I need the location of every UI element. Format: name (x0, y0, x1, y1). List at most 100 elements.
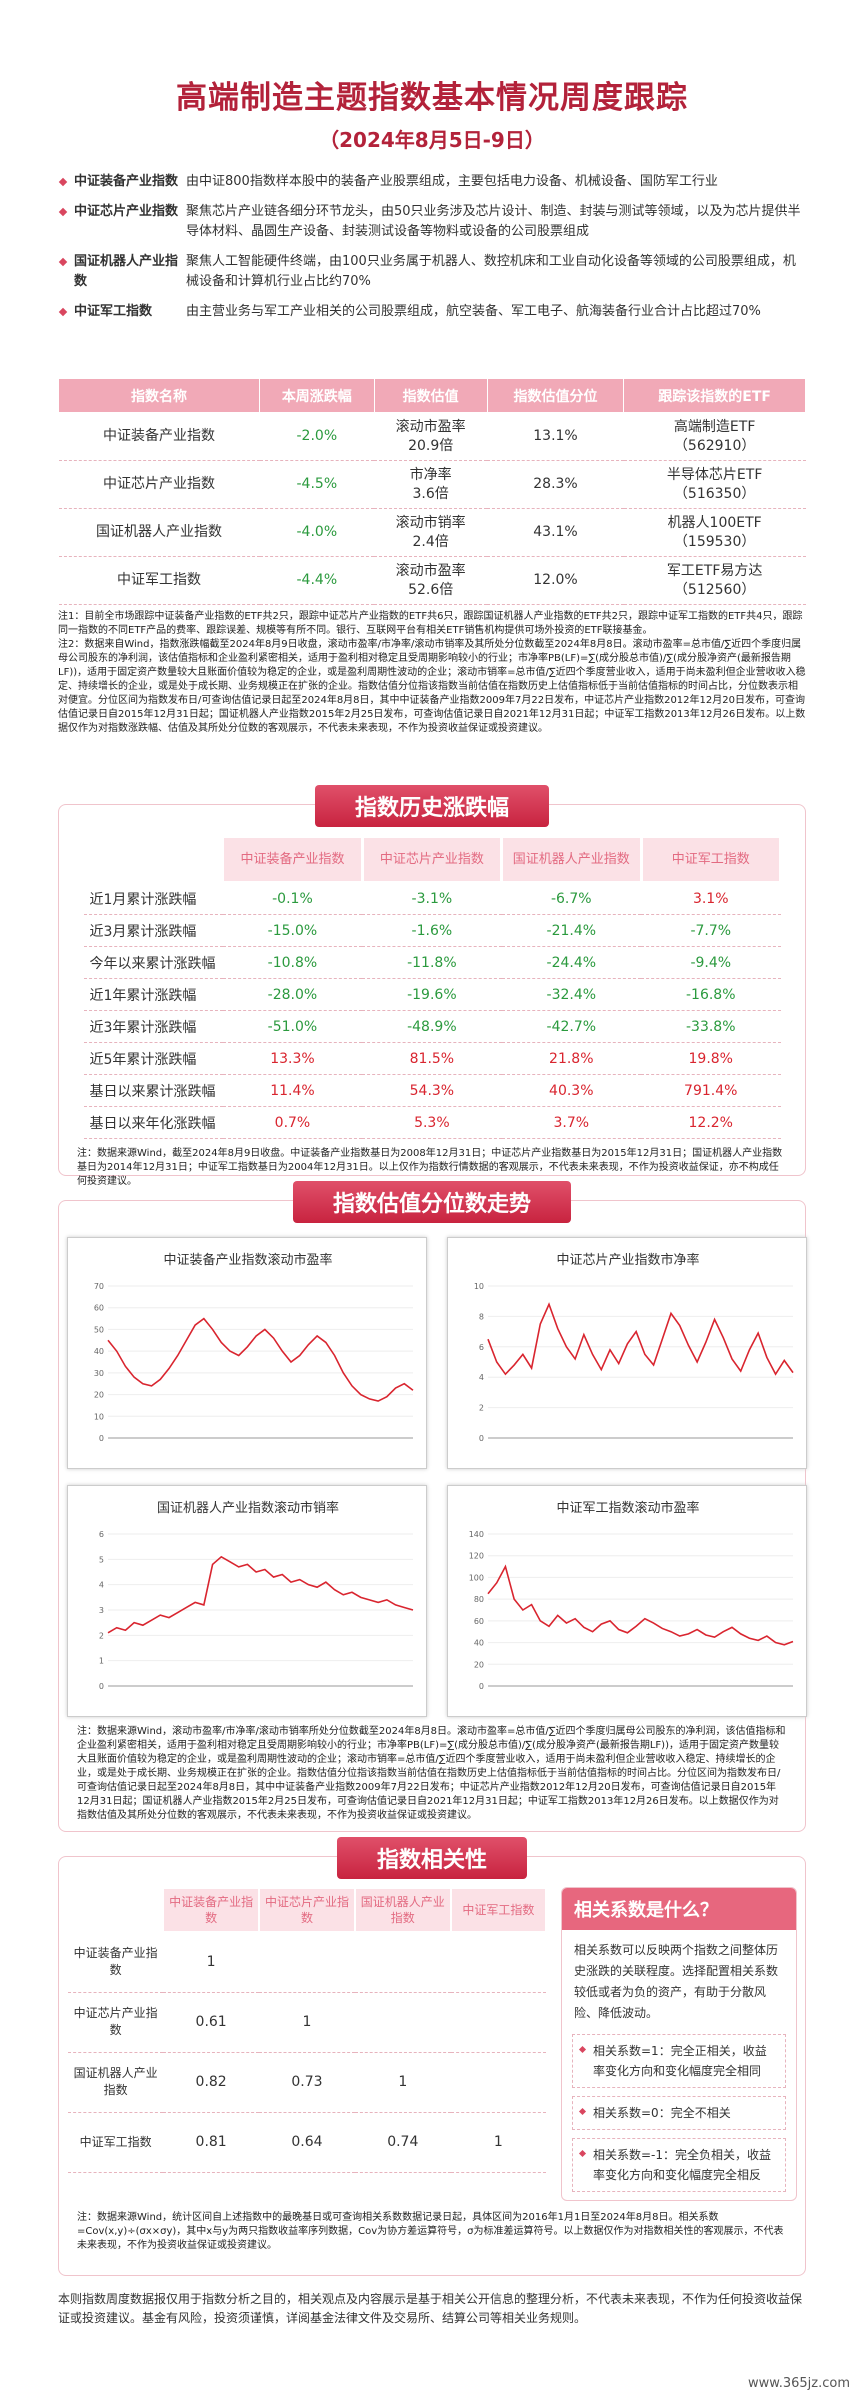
column-header: 国证机器人产业指数 (353, 1887, 452, 1933)
y-tick-label: 0 (479, 1682, 484, 1691)
table-cell: 13.3% (222, 1042, 363, 1075)
column-header: 中证芯片产业指数 (360, 835, 504, 884)
section-title: 指数历史涨跌幅 (314, 785, 550, 827)
row-label: 基日以来年化涨跌幅 (83, 1106, 223, 1139)
y-tick-label: 120 (469, 1552, 484, 1561)
table-cell: 3.7% (501, 1106, 641, 1139)
empty-cell (450, 1992, 546, 2053)
table-cell: 791.4% (641, 1074, 781, 1107)
y-tick-label: 40 (474, 1639, 484, 1648)
index-desc: 由主营业务与军工产业相关的公司股票组成，航空装备、军工电子、航海装备行业合计占比… (186, 304, 761, 319)
explainer-point: 相关系数=1：完全正相关，收益率变化方向和变化幅度完全相同 (572, 2034, 786, 2088)
corner-cell (81, 835, 225, 884)
header-row: 指数名称 本周涨跌幅 指数估值 指数估值分位 跟踪该指数的ETF (58, 378, 806, 413)
table-cell: 0.61 (163, 1992, 260, 2053)
table-row: 近3年累计涨跌幅 -51.0% -48.9% -42.7% -33.8% (83, 1010, 781, 1043)
table-cell: 0.7% (222, 1106, 363, 1139)
index-name: 中证芯片产业指数 (58, 202, 186, 242)
empty-cell (450, 2052, 546, 2113)
table-cell: -1.6% (362, 914, 502, 947)
table-cell: 54.3% (362, 1074, 502, 1107)
y-tick-label: 20 (474, 1660, 484, 1669)
empty-cell (450, 1932, 546, 1993)
chart-title: 国证机器人产业指数滚动市销率 (157, 1500, 339, 1516)
chart: 中证芯片产业指数市净率 0 2 4 6 8 10 (447, 1237, 807, 1469)
y-tick-label: 60 (94, 1304, 104, 1313)
table-cell: 13.1% (487, 412, 624, 461)
table-cell: 0.74 (354, 2112, 451, 2173)
table-row: 今年以来累计涨跌幅 -10.8% -11.8% -24.4% -9.4% (83, 946, 781, 979)
y-tick-label: 5 (99, 1555, 104, 1564)
y-tick-label: 3 (99, 1606, 104, 1615)
table-row: 近5年累计涨跌幅 13.3% 81.5% 21.8% 19.8% (83, 1042, 781, 1075)
table-cell: -3.1% (362, 882, 502, 915)
table-cell: 国证机器人产业指数 (58, 508, 260, 557)
column-header: 本周涨跌幅 (259, 378, 375, 413)
y-tick-label: 70 (94, 1282, 104, 1291)
correlation-section: 指数相关性 中证装备产业指数 中证芯片产业指数 国证机器人产业指数 中证军工指数 中证装… (58, 1837, 806, 2276)
correlation-table: 中证装备产业指数 中证芯片产业指数 国证机器人产业指数 中证军工指数 中证装备产业指数 1… (66, 1887, 548, 2173)
column-header: 中证军工指数 (449, 1887, 548, 1933)
table-cell: 28.3% (487, 460, 624, 509)
table-cell: -9.4% (641, 946, 781, 979)
row-label: 中证芯片产业指数 (68, 1992, 164, 2053)
data-line (487, 1564, 794, 1646)
table-cell: -42.7% (501, 1010, 641, 1043)
note: 注：数据来源Wind，统计区间自上述指数中的最晚基日或可查询相关系数数据记录日起… (77, 2212, 784, 2251)
section-title: 指数相关性 (336, 1837, 528, 1879)
column-header: 中证装备产业指数 (162, 1887, 261, 1933)
table-row: 近3月累计涨跌幅 -15.0% -1.6% -21.4% -7.7% (83, 914, 781, 947)
row-label: 近3月累计涨跌幅 (83, 914, 223, 947)
table-cell: -33.8% (641, 1010, 781, 1043)
y-tick-label: 6 (99, 1530, 104, 1539)
explainer-point: 相关系数=-1：完全负相关，收益率变化方向和变化幅度完全相反 (572, 2138, 786, 2192)
table-cell: -0.1% (222, 882, 363, 915)
column-header: 中证军工指数 (639, 835, 782, 884)
table-cell: -4.5% (259, 460, 375, 509)
note: 注：数据来源Wind，截至2024年8月9日收盘。中证装备产业指数基日为2008… (77, 1148, 783, 1187)
intro-item: 中证军工指数 由主营业务与军工产业相关的公司股票组成，航空装备、军工电子、航海装备… (58, 302, 806, 322)
table-cell: 半导体芯片ETF （516350） (623, 460, 806, 509)
y-tick-label: 4 (479, 1373, 484, 1382)
y-tick-label: 2 (99, 1631, 104, 1640)
header-row: 中证装备产业指数 中证芯片产业指数 国证机器人产业指数 中证军工指数 (81, 835, 782, 884)
table-cell: 军工ETF易方达 （512560） (623, 556, 806, 605)
y-tick-label: 6 (479, 1343, 484, 1352)
footer: 本则指数周度数据报仅用于指数分析之目的，相关观点及内容展示是基于相关公开信息的整… (58, 2292, 803, 2325)
table-row: 近1月累计涨跌幅 -0.1% -3.1% -6.7% 3.1% (83, 882, 781, 915)
column-header: 跟踪该指数的ETF (623, 378, 806, 413)
table-cell: 0.64 (259, 2112, 355, 2173)
explainer: 相关系数是什么？ 相关系数可以反映两个指数之间整体历史涨跌的关联程度。选择配置相… (561, 1887, 797, 2201)
note: 注1：目前全市场跟踪中证装备产业指数的ETF共2只，跟踪中证芯片产业指数的ETF… (58, 611, 806, 734)
table-cell: 11.4% (222, 1074, 363, 1107)
table-cell: 0.73 (259, 2052, 355, 2113)
table-row: 中证军工指数 -4.4% 滚动市盈率 52.6倍 12.0% 军工ETF易方达 （512… (58, 556, 806, 605)
table-row: 基日以来年化涨跌幅 0.7% 5.3% 3.7% 12.2% (83, 1106, 781, 1139)
index-desc: 由中证800指数样本股中的装备产业股票组成，主要包括电力设备、机械设备、国防军工… (186, 174, 718, 189)
table-row: 国证机器人产业指数 -4.0% 滚动市销率 2.4倍 43.1% 机器人100ETF （… (58, 508, 806, 557)
table-row: 中证军工指数 0.81 0.64 0.74 1 (68, 2112, 546, 2173)
column-header: 中证芯片产业指数 (258, 1887, 356, 1933)
empty-cell (354, 1992, 451, 2053)
table-row: 基日以来累计涨跌幅 11.4% 54.3% 40.3% 791.4% (83, 1074, 781, 1107)
table-cell: 5.3% (362, 1106, 502, 1139)
table-cell: 机器人100ETF （159530） (623, 508, 806, 557)
table-cell: 中证芯片产业指数 (58, 460, 260, 509)
history-section: 指数历史涨跌幅 中证装备产业指数 中证芯片产业指数 国证机器人产业指数 中证军工指数近… (58, 785, 806, 1187)
table-cell: -19.6% (362, 978, 502, 1011)
table-cell: 43.1% (487, 508, 624, 557)
chart-grid: 中证装备产业指数滚动市盈率 0 10 20 30 40 50 60 70 中证芯片产业指数市净率 0… (67, 1237, 807, 1717)
intro-list: 中证装备产业指数 由中证800指数样本股中的装备产业股票组成，主要包括电力设备、机… (58, 172, 806, 332)
trend-section: 指数估值分位数走势 中证装备产业指数滚动市盈率 0 10 20 30 40 50 60 70 中证… (58, 1181, 807, 1832)
y-tick-label: 0 (479, 1434, 484, 1443)
y-tick-label: 0 (99, 1434, 104, 1443)
row-label: 中证装备产业指数 (68, 1932, 164, 1993)
column-header: 指数估值分位 (486, 378, 625, 413)
column-header: 指数名称 (58, 378, 260, 413)
table-cell: -16.8% (641, 978, 781, 1011)
column-header: 中证装备产业指数 (221, 835, 364, 884)
section-title: 指数估值分位数走势 (292, 1181, 572, 1223)
row-label: 近1月累计涨跌幅 (83, 882, 223, 915)
row-label: 基日以来累计涨跌幅 (83, 1074, 223, 1107)
